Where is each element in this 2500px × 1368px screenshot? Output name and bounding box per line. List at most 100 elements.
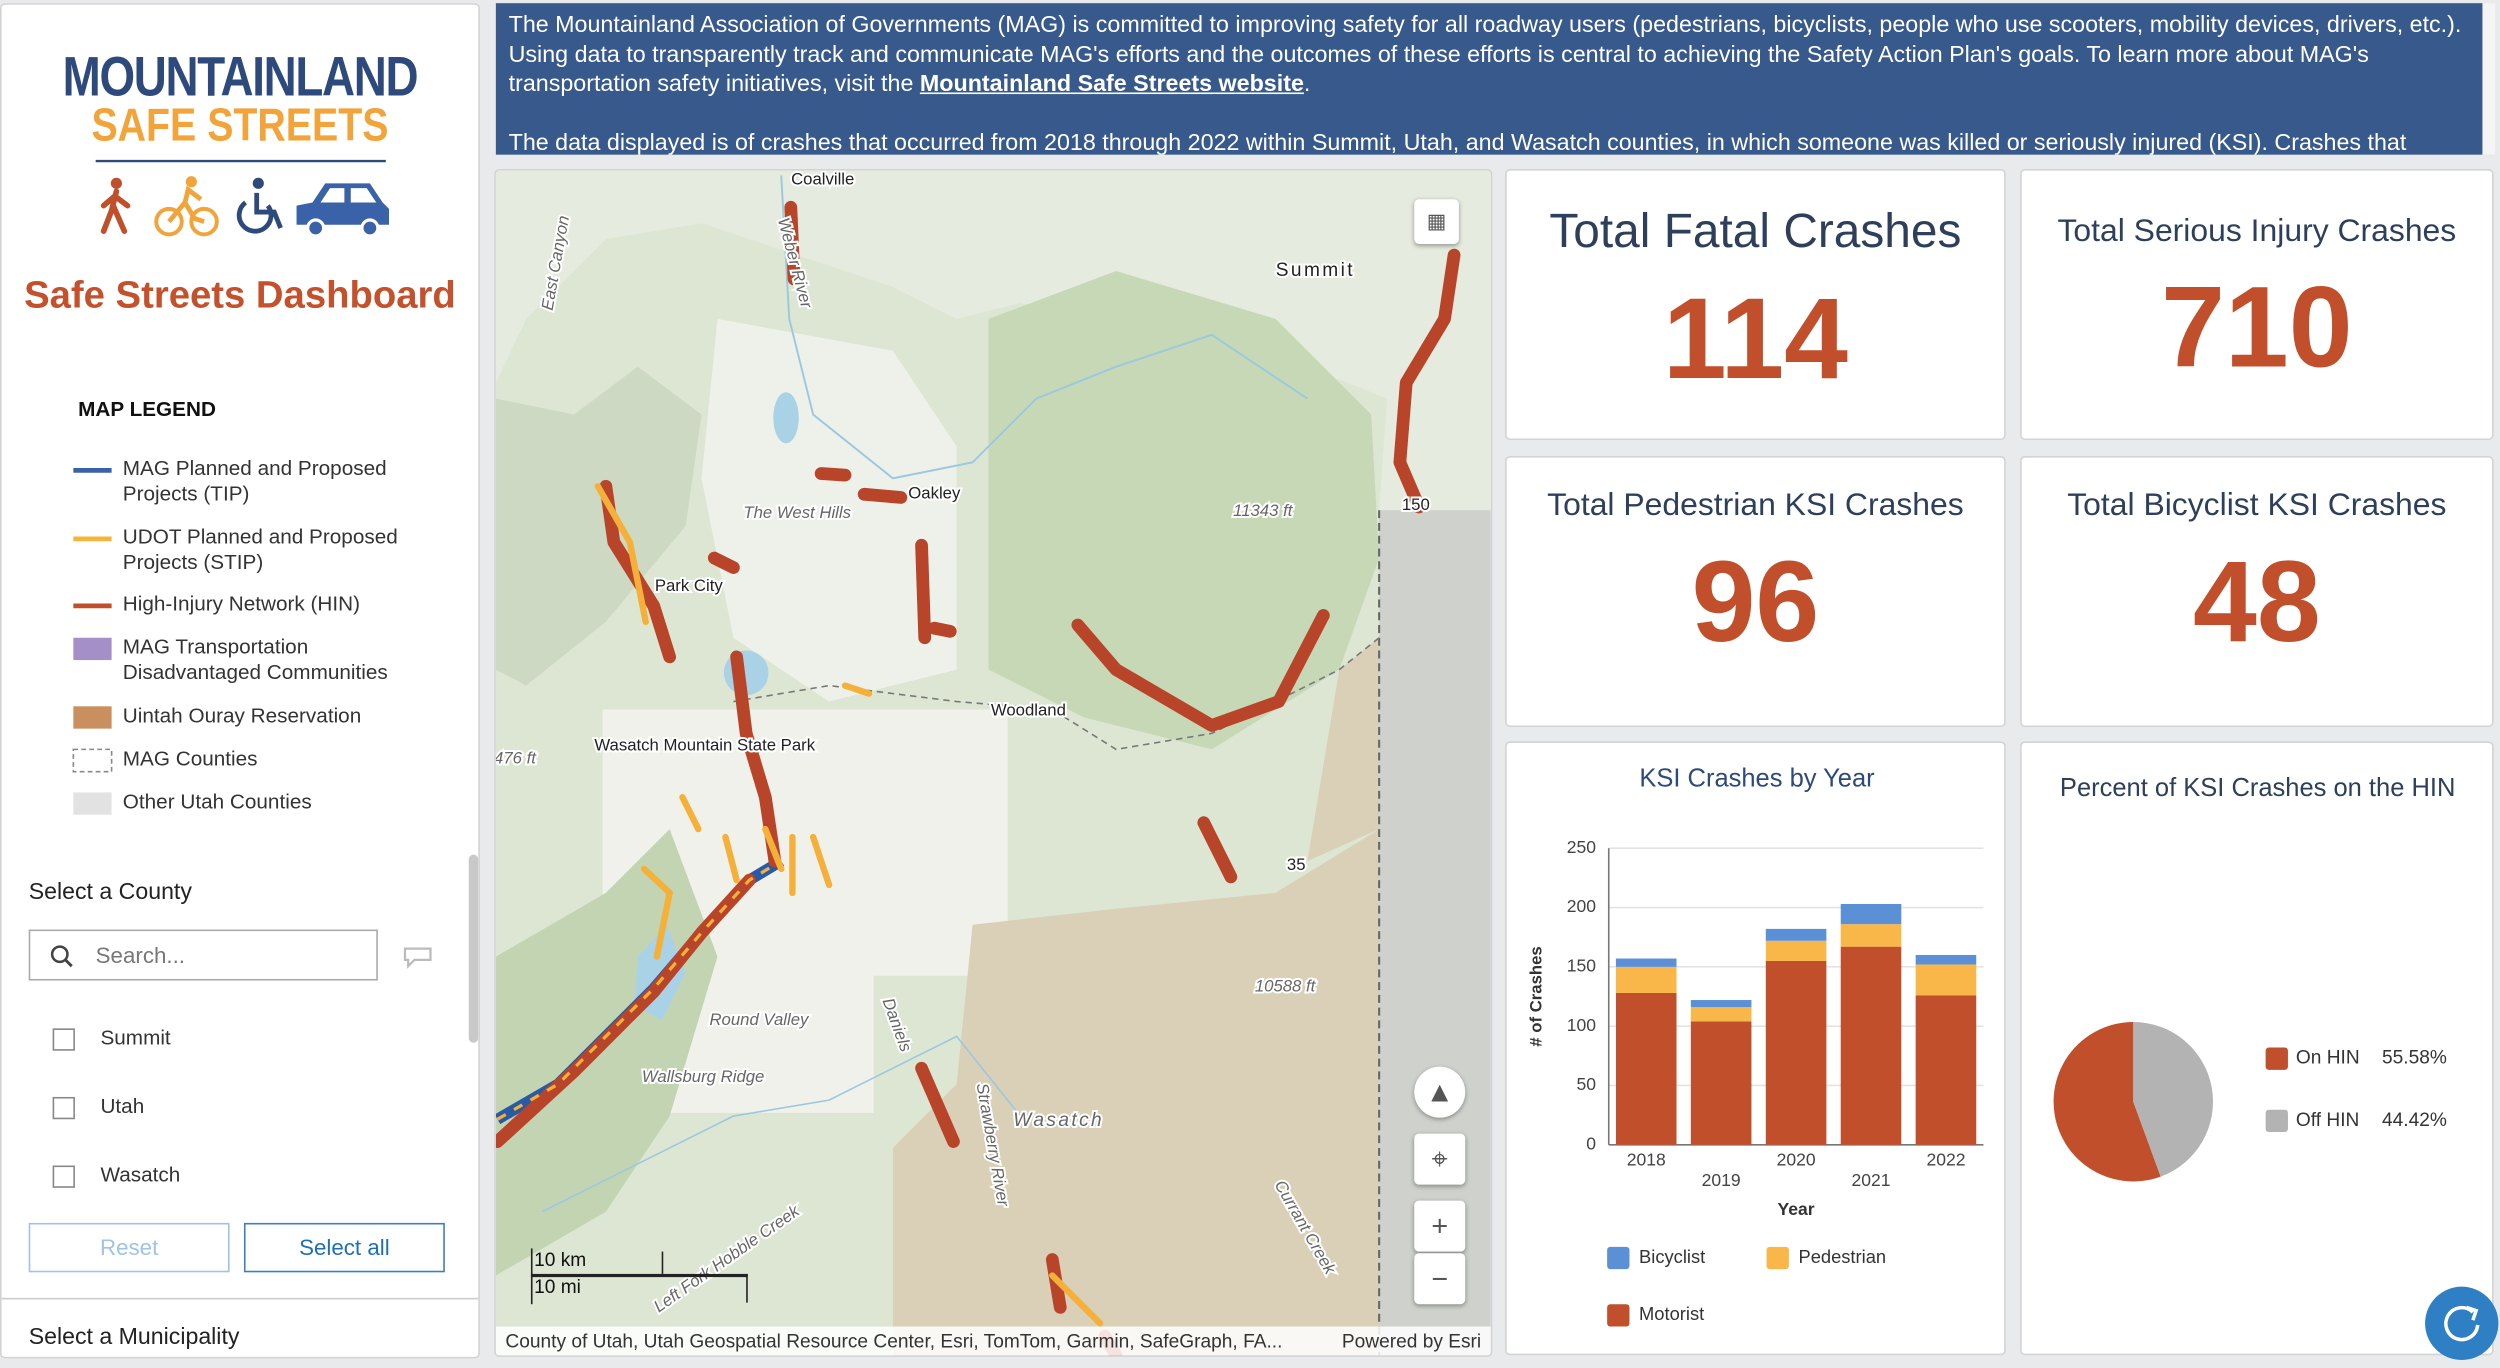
powered-by[interactable]: Powered by Esri <box>1341 1329 1482 1353</box>
county-checkbox[interactable] <box>52 1165 75 1188</box>
bar-segment <box>1765 940 1827 961</box>
scale-mi: 10 mi <box>534 1275 581 1298</box>
basemap-gallery-button[interactable]: ▦ <box>1414 199 1459 244</box>
x-axis-label: Year <box>1778 1199 1815 1219</box>
divider <box>1 1297 479 1300</box>
y-tick-label: 200 <box>1567 896 1596 916</box>
map-panel: Coalville Summit The West Hills Oakley Park … <box>494 169 1493 1357</box>
zoom-out-button[interactable]: − <box>1414 1253 1466 1305</box>
locate-button[interactable]: ⌖ <box>1414 1133 1466 1185</box>
legend-box <box>73 706 112 729</box>
map-label: 35 <box>1287 855 1306 874</box>
map-label: 150 <box>1402 495 1430 514</box>
x-tick-label: 2019 <box>1702 1170 1741 1190</box>
kpi-card: Total Pedestrian KSI Crashes 96 <box>1505 455 2006 728</box>
intro-text: The Mountainland Association of Governme… <box>508 12 2462 98</box>
scale-bar-km <box>661 1251 664 1274</box>
kpi-card: Total Serious Injury Crashes 710 <box>2020 169 2494 441</box>
compass-button[interactable]: ▲ <box>1414 1066 1466 1118</box>
kpi-value: 96 <box>1691 538 1820 667</box>
y-tick-label: 250 <box>1567 837 1596 857</box>
bar-segment <box>1615 992 1677 1145</box>
bar-segment <box>1840 946 1902 1145</box>
bar-segment <box>1615 966 1677 993</box>
search-box[interactable]: Search... <box>28 929 378 981</box>
map-label: Wasatch <box>1013 1110 1104 1131</box>
map-label: Woodland <box>991 701 1066 720</box>
y-tick-label: 100 <box>1567 1015 1596 1035</box>
map[interactable]: Coalville Summit The West Hills Oakley Park … <box>495 170 1491 1356</box>
municipality-label: Select a Municipality <box>28 1324 240 1351</box>
county-option[interactable]: Wasatch <box>100 1162 181 1187</box>
kpi-title: Total Serious Injury Crashes <box>2057 213 2457 249</box>
scale-km: 10 km <box>534 1248 587 1271</box>
scale-bar-tick <box>530 1248 533 1305</box>
refresh-icon <box>2444 1305 2480 1342</box>
legend-title: MAP LEGEND <box>78 397 216 421</box>
x-tick-label: 2018 <box>1627 1149 1666 1169</box>
legend-label: Pedestrian <box>1798 1246 1886 1267</box>
website-link[interactable]: Mountainland Safe Streets website <box>919 71 1304 98</box>
bar-chart: KSI Crashes by Year 0 50 100 150 200 250 # of C… <box>1526 764 1984 1327</box>
bar-segment <box>1840 924 1902 947</box>
select-all-button[interactable]: Select all <box>243 1222 445 1273</box>
attribution[interactable]: County of Utah, Utah Geospatial Resource… <box>505 1329 1283 1353</box>
intro-paragraph-2: The data displayed is of crashes that oc… <box>508 129 2407 155</box>
county-option[interactable]: Summit <box>100 1025 171 1050</box>
map-label: Coalville <box>791 171 854 189</box>
dashboard-title: Safe Streets Dashboard <box>24 274 456 318</box>
refresh-button[interactable] <box>2425 1286 2499 1361</box>
value-label: 55.58% <box>2382 1048 2447 1069</box>
map-label: 476 ft <box>496 748 537 767</box>
pie-slice <box>2133 1022 2214 1177</box>
y-tick-label: 0 <box>1586 1133 1596 1153</box>
legend-swatch <box>73 536 112 542</box>
kpi-value: 710 <box>2161 264 2353 393</box>
kpi-title: Total Pedestrian KSI Crashes <box>1547 487 1964 523</box>
filter-icon[interactable] <box>402 944 434 970</box>
reset-button[interactable]: Reset <box>28 1222 230 1273</box>
intro-panel: The Mountainland Association of Governme… <box>495 3 2483 155</box>
attribution-bar: County of Utah, Utah Geospatial Resource… <box>495 1326 1491 1356</box>
bar-chart-card: KSI Crashes by Year 0 50 100 150 200 250 # of C… <box>1505 741 2006 1356</box>
legend-swatch <box>73 467 112 473</box>
legend-box <box>73 637 112 661</box>
pie-chart-card: Percent of KSI Crashes on the HIN On HIN 5… <box>2020 741 2494 1356</box>
pie-slice <box>2053 1022 2161 1182</box>
legend-box <box>72 748 113 773</box>
county-option[interactable]: Utah <box>100 1093 145 1118</box>
legend-swatch <box>1607 1304 1630 1327</box>
chart-title: Percent of KSI Crashes on the HIN <box>2060 774 2455 802</box>
bar-segment <box>1615 958 1677 967</box>
intro-scroll[interactable] <box>2482 3 2496 155</box>
scrollbar[interactable] <box>468 854 479 1043</box>
y-tick-label: 150 <box>1567 955 1596 975</box>
kpi-title: Total Fatal Crashes <box>1549 205 1962 259</box>
county-checkbox[interactable] <box>52 1096 75 1120</box>
bar-segment <box>1915 964 1977 996</box>
y-tick-label: 50 <box>1577 1074 1597 1094</box>
logo-icons <box>95 159 390 238</box>
sidebar: MOUNTAINLAND SAFE STREETS Safe Streets D… <box>0 3 480 1359</box>
bar-segment <box>1690 1021 1752 1145</box>
legend-swatch <box>73 603 112 609</box>
bar-segment <box>1840 903 1902 925</box>
legend-swatch <box>73 637 112 661</box>
legend-swatch <box>73 792 112 815</box>
legend-label: Bicyclist <box>1639 1246 1705 1267</box>
map-label: Summit <box>1276 260 1355 281</box>
legend-label: Motorist <box>1639 1303 1704 1324</box>
chart-title: KSI Crashes by Year <box>1639 764 1875 792</box>
kpi-title: Total Bicyclist KSI Crashes <box>2067 487 2447 523</box>
search-placeholder: Search... <box>95 942 185 968</box>
bar-segment <box>1690 1000 1752 1008</box>
zoom-in-button[interactable]: + <box>1414 1200 1466 1252</box>
logo-line1: MOUNTAINLAND <box>62 46 419 109</box>
map-label: The West Hills <box>743 503 851 522</box>
map-label: Round Valley <box>709 1010 810 1029</box>
legend-swatch <box>2265 1109 2288 1133</box>
county-checkbox[interactable] <box>52 1028 75 1051</box>
